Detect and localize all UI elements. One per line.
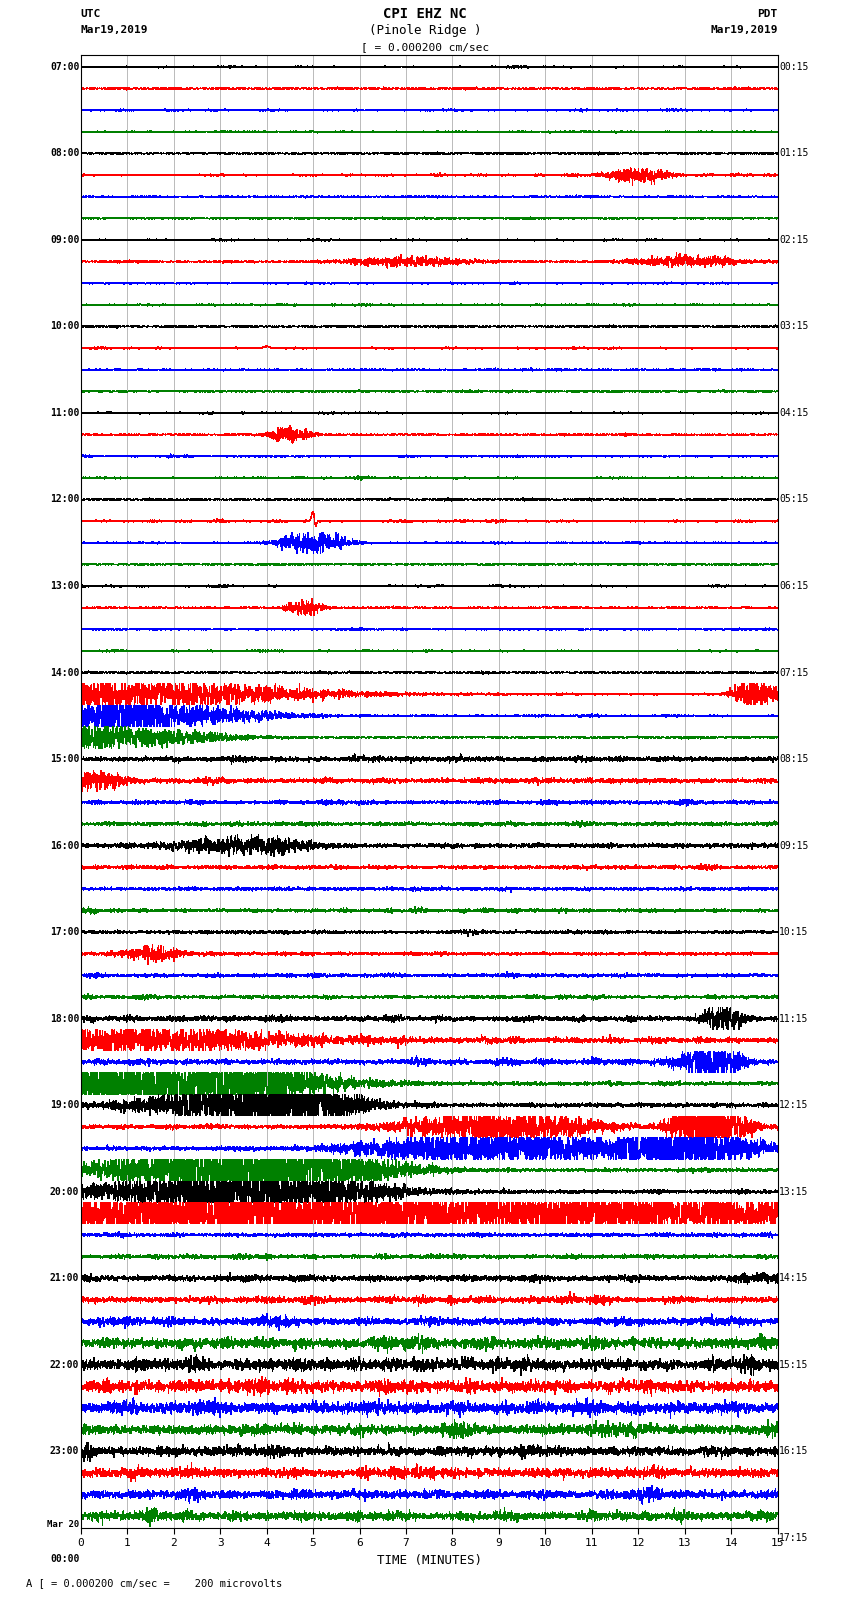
Text: 15:00: 15:00 [50, 753, 79, 765]
Text: 00:15: 00:15 [779, 61, 808, 73]
Text: 13:15: 13:15 [779, 1187, 808, 1197]
Text: 05:15: 05:15 [779, 495, 808, 505]
Text: 00:00: 00:00 [50, 1555, 79, 1565]
Text: A [ = 0.000200 cm/sec =    200 microvolts: A [ = 0.000200 cm/sec = 200 microvolts [26, 1578, 281, 1589]
Text: 07:00: 07:00 [50, 61, 79, 73]
Text: 19:00: 19:00 [50, 1100, 79, 1110]
Text: 08:15: 08:15 [779, 753, 808, 765]
Text: 09:00: 09:00 [50, 235, 79, 245]
Text: [ = 0.000200 cm/sec: [ = 0.000200 cm/sec [361, 42, 489, 52]
Text: 01:15: 01:15 [779, 148, 808, 158]
Text: 22:00: 22:00 [50, 1360, 79, 1369]
Text: 13:00: 13:00 [50, 581, 79, 590]
Text: Mar19,2019: Mar19,2019 [81, 26, 148, 35]
Text: 11:15: 11:15 [779, 1013, 808, 1024]
Text: Mar19,2019: Mar19,2019 [711, 26, 778, 35]
Text: CPI EHZ NC: CPI EHZ NC [383, 6, 467, 21]
Text: 08:00: 08:00 [50, 148, 79, 158]
Text: 17:15: 17:15 [779, 1532, 808, 1542]
Text: 11:00: 11:00 [50, 408, 79, 418]
Text: 10:15: 10:15 [779, 927, 808, 937]
X-axis label: TIME (MINUTES): TIME (MINUTES) [377, 1553, 482, 1566]
Text: 06:15: 06:15 [779, 581, 808, 590]
Text: (Pinole Ridge ): (Pinole Ridge ) [369, 24, 481, 37]
Text: 14:15: 14:15 [779, 1273, 808, 1284]
Text: 21:00: 21:00 [50, 1273, 79, 1284]
Text: Mar 20: Mar 20 [47, 1519, 79, 1529]
Text: 03:15: 03:15 [779, 321, 808, 331]
Text: 12:15: 12:15 [779, 1100, 808, 1110]
Text: PDT: PDT [757, 8, 778, 19]
Text: 15:15: 15:15 [779, 1360, 808, 1369]
Text: 16:15: 16:15 [779, 1447, 808, 1457]
Text: 17:00: 17:00 [50, 927, 79, 937]
Text: UTC: UTC [81, 8, 101, 19]
Text: 04:15: 04:15 [779, 408, 808, 418]
Text: 23:00: 23:00 [50, 1447, 79, 1457]
Text: 16:00: 16:00 [50, 840, 79, 850]
Text: 14:00: 14:00 [50, 668, 79, 677]
Text: 02:15: 02:15 [779, 235, 808, 245]
Text: 07:15: 07:15 [779, 668, 808, 677]
Text: 20:00: 20:00 [50, 1187, 79, 1197]
Text: 12:00: 12:00 [50, 495, 79, 505]
Text: 09:15: 09:15 [779, 840, 808, 850]
Text: 10:00: 10:00 [50, 321, 79, 331]
Text: 18:00: 18:00 [50, 1013, 79, 1024]
